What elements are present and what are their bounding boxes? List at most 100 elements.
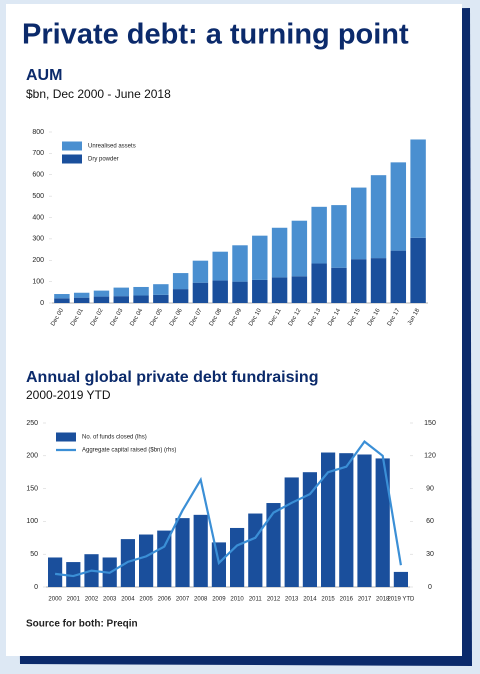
legend-label: Aggregate capital raised ($bn) (rhs) <box>82 448 176 454</box>
x-tick-label: 2009 <box>212 597 226 603</box>
x-tick-label: 2010 <box>230 597 244 603</box>
x-tick-label: 2011 <box>249 597 263 603</box>
x-tick-label: 2017 <box>358 597 372 603</box>
bar <box>311 206 327 264</box>
x-tick-label: 2003 <box>103 597 117 603</box>
bar <box>266 503 281 587</box>
y-tick-label: 200 <box>26 453 38 460</box>
bar <box>291 276 308 303</box>
legend-label: Dry powder <box>88 157 119 163</box>
bar <box>172 289 189 303</box>
bar <box>113 287 129 297</box>
y2-tick-label: 90 <box>426 485 434 492</box>
bar <box>133 286 149 296</box>
bar <box>232 281 248 303</box>
chart-title: Annual global private debt fundraising <box>26 369 318 386</box>
y-tick-label: 0 <box>40 300 44 307</box>
bar <box>192 282 209 303</box>
bar <box>73 297 90 303</box>
bar <box>351 259 367 303</box>
x-tick-label: 2000 <box>48 597 62 603</box>
x-tick-label: 2015 <box>321 597 335 603</box>
bar <box>73 292 90 298</box>
bar <box>410 139 426 238</box>
x-tick-label: 2014 <box>303 597 317 603</box>
bar <box>357 454 372 587</box>
y-tick-label: 800 <box>32 129 44 136</box>
y-tick-label: 100 <box>26 518 38 525</box>
bar <box>284 477 299 587</box>
bar <box>54 294 70 299</box>
page-title: Private debt: a turning point <box>22 19 409 51</box>
legend-label: No. of funds closed (lhs) <box>82 435 147 441</box>
legend-swatch <box>62 141 82 151</box>
bar <box>370 258 387 303</box>
x-tick-label: 2012 <box>267 597 281 603</box>
bar <box>211 542 226 587</box>
y2-tick-label: 30 <box>426 551 434 558</box>
legend-label: Unrealised assets <box>88 144 136 150</box>
bar <box>48 557 63 587</box>
y-tick-label: 300 <box>32 236 44 243</box>
x-tick-label: 2008 <box>194 597 208 603</box>
chart-title: AUM <box>26 67 62 84</box>
x-tick-label: 2013 <box>285 597 299 603</box>
y-tick-label: 400 <box>32 214 44 221</box>
bar <box>172 273 189 290</box>
x-tick-label: 2007 <box>176 597 190 603</box>
bar <box>390 250 407 303</box>
x-tick-label: 2018 <box>376 597 390 603</box>
x-tick-label: 2005 <box>139 597 153 603</box>
bar <box>93 290 110 297</box>
bar <box>339 453 354 587</box>
y2-tick-label: 150 <box>424 420 436 427</box>
bar <box>153 294 169 303</box>
y2-tick-label: 120 <box>424 453 436 460</box>
y-tick-label: 500 <box>32 193 44 200</box>
bar <box>54 298 70 303</box>
bar <box>232 245 248 282</box>
line <box>54 440 402 578</box>
y-tick-label: 50 <box>30 551 38 558</box>
bar <box>370 175 387 259</box>
bar <box>410 237 426 303</box>
bar <box>113 296 129 303</box>
bar <box>157 530 172 587</box>
x-tick-label: 2019 YTD <box>387 597 415 603</box>
bar <box>271 277 288 303</box>
y2-tick-label: 60 <box>426 518 434 525</box>
bar <box>212 251 228 281</box>
bar <box>193 514 208 587</box>
bar <box>311 263 327 303</box>
bar <box>93 296 110 303</box>
legend-swatch <box>62 154 82 164</box>
bar <box>153 284 169 295</box>
chart-subtitle: 2000-2019 YTD <box>26 388 111 402</box>
y-tick-label: 0 <box>34 584 38 591</box>
x-tick-label: 2002 <box>85 597 99 603</box>
y-tick-label: 150 <box>26 485 38 492</box>
bar <box>375 458 390 587</box>
bar <box>175 518 190 587</box>
bar <box>271 227 288 278</box>
bar <box>66 562 81 587</box>
bar <box>321 452 336 587</box>
bar <box>139 534 154 587</box>
y2-tick-label: 0 <box>428 584 432 591</box>
bar <box>331 205 347 268</box>
x-tick-label: 2016 <box>340 597 354 603</box>
bar <box>212 280 228 303</box>
y-tick-label: 700 <box>32 150 44 157</box>
source: Source for both: Preqin <box>26 619 138 630</box>
legend-swatch <box>56 432 76 442</box>
bar <box>192 260 209 283</box>
x-tick-label: 2004 <box>121 597 135 603</box>
y-tick-label: 250 <box>26 420 38 427</box>
bar <box>230 527 245 587</box>
bar <box>248 513 263 587</box>
y-tick-label: 200 <box>32 257 44 264</box>
bar <box>331 267 347 303</box>
bar <box>252 235 268 280</box>
bar <box>351 187 367 260</box>
x-tick-label: 2006 <box>158 597 172 603</box>
